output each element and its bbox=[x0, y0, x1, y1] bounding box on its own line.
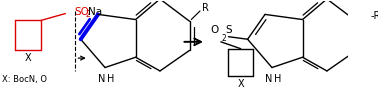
Text: X: X bbox=[237, 79, 244, 89]
Text: Na: Na bbox=[88, 7, 102, 17]
Text: X: BocN, O: X: BocN, O bbox=[2, 75, 47, 84]
Text: S: S bbox=[226, 25, 232, 35]
Text: H: H bbox=[274, 74, 282, 84]
Text: N: N bbox=[265, 74, 272, 84]
Text: 2: 2 bbox=[221, 34, 226, 43]
Text: R: R bbox=[202, 3, 209, 13]
Text: SO: SO bbox=[74, 7, 89, 17]
Text: X: X bbox=[25, 53, 31, 63]
Text: N: N bbox=[98, 74, 105, 84]
Text: H: H bbox=[107, 74, 115, 84]
Text: -R: -R bbox=[370, 11, 378, 21]
Text: 2: 2 bbox=[85, 10, 90, 19]
Text: O: O bbox=[211, 25, 219, 35]
